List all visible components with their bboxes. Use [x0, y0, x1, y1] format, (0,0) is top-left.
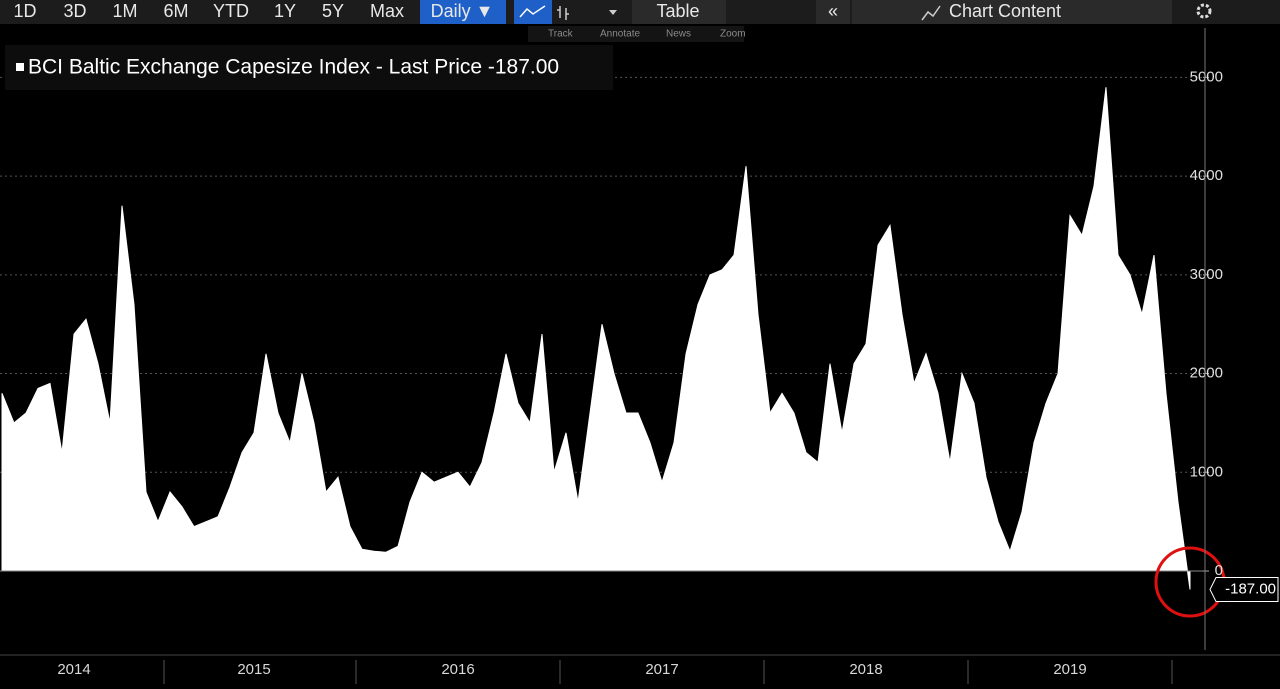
- y-tick-label: 3000: [1190, 266, 1223, 283]
- legend-swatch: [16, 63, 24, 71]
- bar-icon[interactable]: [557, 6, 569, 20]
- toolbar-button[interactable]: Table: [656, 1, 699, 21]
- x-tick-label: 2017: [645, 661, 678, 678]
- toolbar-button[interactable]: 1Y: [274, 1, 296, 21]
- y-tick-label: 0: [1215, 562, 1223, 579]
- chart-content-bg: [852, 0, 1172, 24]
- x-tick-label: 2016: [441, 661, 474, 678]
- daily-button-bg: [420, 0, 506, 24]
- line-icon-bg: [514, 0, 552, 24]
- line-icon[interactable]: [519, 5, 546, 18]
- y-tick-label: 2000: [1190, 365, 1223, 382]
- value-label: -187.00: [1225, 580, 1276, 597]
- toolbar-button[interactable]: 5Y: [322, 1, 344, 21]
- x-tick-label: 2019: [1053, 661, 1086, 678]
- settings-icon[interactable]: [1196, 3, 1212, 19]
- toolbar-button[interactable]: 1M: [112, 1, 137, 21]
- toolbar-button[interactable]: 3D: [63, 1, 86, 21]
- tool-button[interactable]: News: [666, 29, 691, 40]
- y-tick-label: 1000: [1190, 463, 1223, 480]
- tool-button[interactable]: Track: [548, 29, 574, 40]
- tool-button[interactable]: Zoom: [720, 29, 746, 40]
- toolbar-button[interactable]: 6M: [163, 1, 188, 21]
- toolbar-button[interactable]: 1D: [13, 1, 36, 21]
- collapse-icon[interactable]: «: [828, 1, 838, 21]
- table-button-bg: [632, 0, 726, 24]
- toolbar-button[interactable]: YTD: [213, 1, 249, 21]
- tool-button[interactable]: Annotate: [600, 29, 640, 40]
- toolbar-button[interactable]: Chart Content: [949, 1, 1061, 21]
- toolbar-button[interactable]: Max: [370, 1, 404, 21]
- toolbar-button[interactable]: Daily ▼: [431, 1, 494, 21]
- area: [1, 87, 1191, 590]
- collapse-bg: [816, 0, 850, 24]
- chart-content-icon: [921, 5, 941, 21]
- x-tick-label: 2018: [849, 661, 882, 678]
- y-tick-label: 5000: [1190, 68, 1223, 85]
- chart-title: BCI Baltic Exchange Capesize Index - Las…: [28, 56, 559, 79]
- y-tick-label: 4000: [1190, 167, 1223, 184]
- value-label-box: [1209, 576, 1279, 602]
- dropdown-icon[interactable]: [609, 10, 617, 15]
- x-tick-label: 2015: [237, 661, 270, 678]
- x-tick-label: 2014: [57, 661, 90, 678]
- tools-bar: [528, 26, 744, 42]
- title-box: [5, 45, 613, 90]
